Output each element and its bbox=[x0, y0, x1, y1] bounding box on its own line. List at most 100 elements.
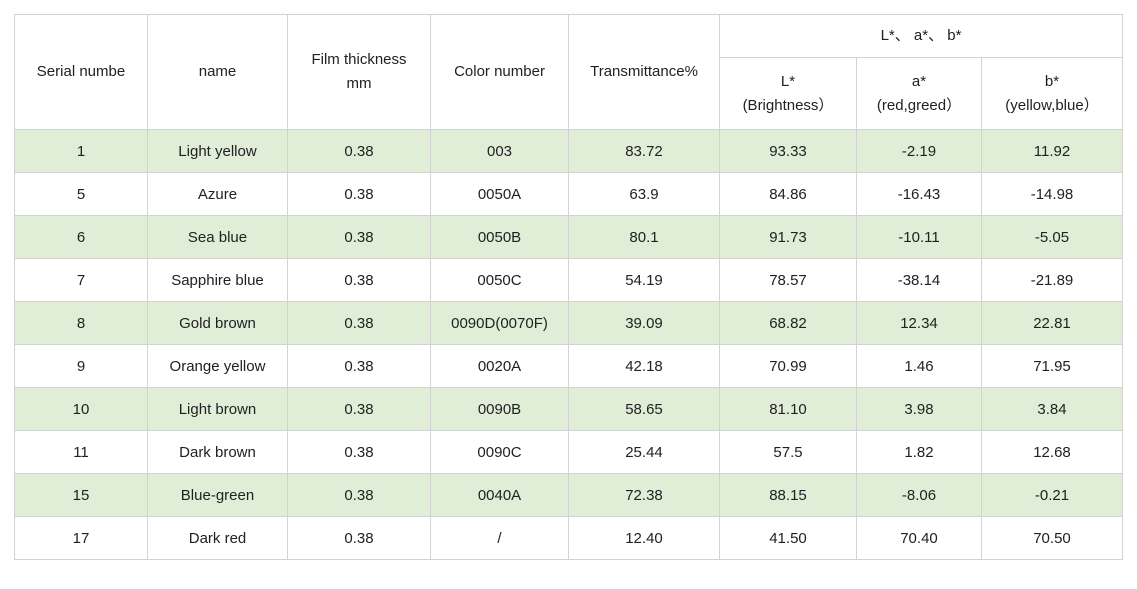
cell-b-star: -5.05 bbox=[981, 215, 1123, 259]
cell-serial-number: 1 bbox=[14, 129, 148, 173]
cell-color-number: 0050A bbox=[430, 172, 569, 216]
cell-a-star: 3.98 bbox=[856, 387, 982, 431]
table-row: 5 Azure 0.38 0050A 63.9 84.86 -16.43 -14.98 bbox=[14, 172, 1123, 216]
cell-l-star: 78.57 bbox=[719, 258, 857, 302]
cell-l-star: 41.50 bbox=[719, 516, 857, 560]
cell-film-thickness: 0.38 bbox=[287, 473, 431, 517]
cell-b-star: 22.81 bbox=[981, 301, 1123, 345]
cell-color-number: 0040A bbox=[430, 473, 569, 517]
table-row: 11 Dark brown 0.38 0090C 25.44 57.5 1.82 12.68 bbox=[14, 430, 1123, 474]
cell-b-star: -0.21 bbox=[981, 473, 1123, 517]
cell-color-number: 0020A bbox=[430, 344, 569, 388]
cell-serial-number: 15 bbox=[14, 473, 148, 517]
table-row: 6 Sea blue 0.38 0050B 80.1 91.73 -10.11 -5.05 bbox=[14, 215, 1123, 259]
cell-name: Sapphire blue bbox=[147, 258, 288, 302]
table-body: 1 Light yellow 0.38 003 83.72 93.33 -2.19 11.92… bbox=[14, 129, 1123, 560]
header-l-star-line1: L* bbox=[780, 72, 796, 90]
cell-a-star: 1.82 bbox=[856, 430, 982, 474]
color-film-properties-table: Serial numbe name Film thickness mm Colo… bbox=[14, 14, 1123, 560]
cell-a-star: 70.40 bbox=[856, 516, 982, 560]
header-film-thickness: Film thickness mm bbox=[287, 14, 431, 130]
cell-serial-number: 10 bbox=[14, 387, 148, 431]
cell-name: Dark red bbox=[147, 516, 288, 560]
cell-name: Azure bbox=[147, 172, 288, 216]
cell-color-number: 0090B bbox=[430, 387, 569, 431]
cell-b-star: 70.50 bbox=[981, 516, 1123, 560]
cell-film-thickness: 0.38 bbox=[287, 258, 431, 302]
cell-transmittance: 39.09 bbox=[568, 301, 720, 345]
header-film-thickness-line2: mm bbox=[346, 75, 372, 92]
cell-transmittance: 12.40 bbox=[568, 516, 720, 560]
cell-name: Light brown bbox=[147, 387, 288, 431]
cell-name: Light yellow bbox=[147, 129, 288, 173]
cell-b-star: 71.95 bbox=[981, 344, 1123, 388]
table-row: 7 Sapphire blue 0.38 0050C 54.19 78.57 -38.14-… bbox=[14, 258, 1123, 302]
header-transmittance: Transmittance% bbox=[568, 14, 720, 130]
cell-transmittance: 80.1 bbox=[568, 215, 720, 259]
cell-a-star: -8.06 bbox=[856, 473, 982, 517]
header-b-star-line2: (yellow,blue） bbox=[1005, 96, 1099, 114]
cell-name: Orange yellow bbox=[147, 344, 288, 388]
cell-b-star: 12.68 bbox=[981, 430, 1123, 474]
header-a-star-line1: a* bbox=[911, 72, 927, 90]
cell-serial-number: 8 bbox=[14, 301, 148, 345]
header-a-star-line2: (red,greed） bbox=[876, 96, 962, 114]
header-b-star: b* (yellow,blue） bbox=[981, 57, 1123, 130]
table-row: 8 Gold brown 0.38 0090D(0070F) 39.09 68.82 12.… bbox=[14, 301, 1123, 345]
header-row-sub: L* (Brightness） a* (red,greed） b* (yello… bbox=[15, 57, 1123, 130]
cell-name: Gold brown bbox=[147, 301, 288, 345]
cell-a-star: 12.34 bbox=[856, 301, 982, 345]
cell-l-star: 91.73 bbox=[719, 215, 857, 259]
cell-film-thickness: 0.38 bbox=[287, 516, 431, 560]
cell-serial-number: 6 bbox=[14, 215, 148, 259]
cell-l-star: 84.86 bbox=[719, 172, 857, 216]
cell-transmittance: 58.65 bbox=[568, 387, 720, 431]
header-b-star-line1: b* bbox=[1044, 72, 1060, 90]
cell-l-star: 81.10 bbox=[719, 387, 857, 431]
cell-transmittance: 54.19 bbox=[568, 258, 720, 302]
cell-film-thickness: 0.38 bbox=[287, 344, 431, 388]
cell-l-star: 68.82 bbox=[719, 301, 857, 345]
cell-transmittance: 83.72 bbox=[568, 129, 720, 173]
table-row: 17 Dark red 0.38/12.40 41.50 70.40 70.50 bbox=[14, 516, 1123, 560]
cell-a-star: -16.43 bbox=[856, 172, 982, 216]
table-row: 9 Orange yellow 0.38 0020A 42.18 70.99 1.46 71.… bbox=[14, 344, 1123, 388]
cell-serial-number: 5 bbox=[14, 172, 148, 216]
cell-name: Sea blue bbox=[147, 215, 288, 259]
header-color-number: Color number bbox=[430, 14, 569, 130]
cell-transmittance: 72.38 bbox=[568, 473, 720, 517]
cell-color-number: 0090C bbox=[430, 430, 569, 474]
cell-b-star: -14.98 bbox=[981, 172, 1123, 216]
table-container: Serial numbe name Film thickness mm Colo… bbox=[14, 14, 1123, 560]
table-row: 1 Light yellow 0.38 003 83.72 93.33 -2.19 11.92 bbox=[14, 129, 1123, 173]
cell-serial-number: 17 bbox=[14, 516, 148, 560]
cell-name: Dark brown bbox=[147, 430, 288, 474]
header-l-star: L* (Brightness） bbox=[719, 57, 857, 130]
cell-film-thickness: 0.38 bbox=[287, 430, 431, 474]
header-lab-group: L*、 a*、 b* bbox=[719, 14, 1123, 58]
cell-a-star: -38.14 bbox=[856, 258, 982, 302]
cell-l-star: 57.5 bbox=[719, 430, 857, 474]
header-serial-number: Serial numbe bbox=[14, 14, 148, 130]
cell-film-thickness: 0.38 bbox=[287, 129, 431, 173]
cell-a-star: -2.19 bbox=[856, 129, 982, 173]
header-name: name bbox=[147, 14, 288, 130]
table-header: Serial numbe name Film thickness mm Colo… bbox=[14, 14, 1123, 130]
cell-l-star: 93.33 bbox=[719, 129, 857, 173]
header-l-star-line2: (Brightness） bbox=[742, 96, 834, 114]
cell-color-number: 0050B bbox=[430, 215, 569, 259]
cell-b-star: 11.92 bbox=[981, 129, 1123, 173]
cell-film-thickness: 0.38 bbox=[287, 172, 431, 216]
table-row: 15 Blue-green 0.38 0040A 72.38 88.15 -8.06 -0.2… bbox=[14, 473, 1123, 517]
header-row-top: Serial numbe name Film thickness mm Colo… bbox=[14, 14, 1123, 130]
cell-color-number: 003 bbox=[430, 129, 569, 173]
cell-b-star: -21.89 bbox=[981, 258, 1123, 302]
cell-film-thickness: 0.38 bbox=[287, 387, 431, 431]
cell-film-thickness: 0.38 bbox=[287, 215, 431, 259]
cell-color-number: / bbox=[430, 516, 569, 560]
cell-l-star: 70.99 bbox=[719, 344, 857, 388]
cell-transmittance: 63.9 bbox=[568, 172, 720, 216]
cell-transmittance: 42.18 bbox=[568, 344, 720, 388]
header-film-thickness-line1: Film thickness bbox=[311, 51, 407, 68]
cell-serial-number: 7 bbox=[14, 258, 148, 302]
